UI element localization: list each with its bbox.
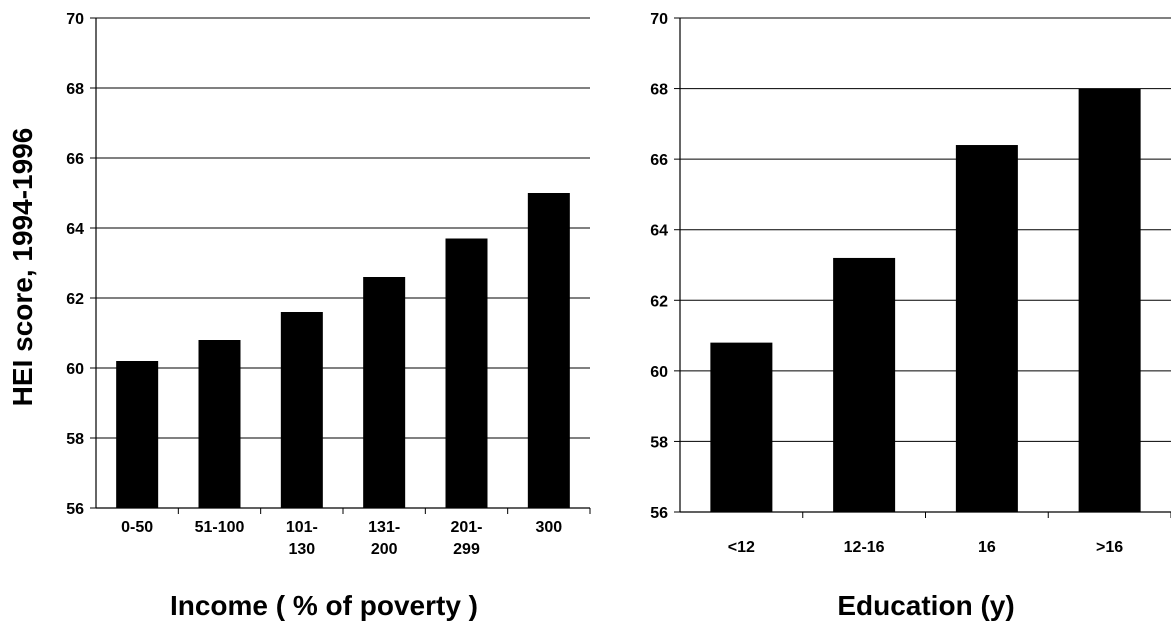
y-tick-label: 60 [650,364,668,381]
y-tick-label: 58 [66,431,84,448]
x-tick-label: >16 [1096,539,1123,556]
bar [445,238,488,508]
bar [710,342,773,512]
x-tick-label: 200 [371,541,398,558]
income-chart: 56 58 60 62 64 66 68 70 0-50 51-100 101- 130 131- 200… [66,11,591,558]
x-tick-label: 0-50 [121,519,153,536]
y-tick-label: 64 [650,223,668,240]
x-tick-label: 131- [368,519,400,536]
x-tick-label: 130 [288,541,315,558]
y-tick-label: 56 [650,505,668,522]
x-tick-label: 201- [450,519,482,536]
bar [198,340,241,508]
y-tick-label: 66 [650,152,668,169]
y-tick-label: 66 [66,151,84,168]
y-tick-label: 62 [650,293,668,310]
x-tick-label: 12-16 [844,539,885,556]
x-tick-label: 51-100 [195,519,245,536]
bar [280,312,323,508]
education-chart: 56 58 60 62 64 66 68 70 <12 12-16 16 >16 [650,11,1171,556]
bar [833,257,896,512]
bar [363,277,406,508]
y-tick-label: 62 [66,291,84,308]
x-tick-label: 300 [535,519,562,536]
y-tick-label: 68 [650,82,668,99]
bar [527,193,570,508]
bar [116,361,159,508]
y-tick-label: 70 [650,11,668,28]
bar [1078,88,1141,513]
bar [955,145,1018,512]
x-tick-label: 101- [286,519,318,536]
y-tick-label: 68 [66,81,84,98]
x-tick-label: 299 [453,541,480,558]
y-tick-label: 64 [66,221,84,238]
y-tick-label: 60 [66,361,84,378]
x-tick-label: <12 [728,539,755,556]
y-tick-label: 56 [66,501,84,518]
x-axis-label-income: Income ( % of poverty ) [170,590,478,621]
x-tick-label: 16 [978,539,996,556]
y-axis-label: HEI score, 1994-1996 [7,128,38,407]
y-tick-label: 58 [650,434,668,451]
y-tick-label: 70 [66,11,84,28]
x-axis-label-education: Education (y) [837,590,1014,621]
